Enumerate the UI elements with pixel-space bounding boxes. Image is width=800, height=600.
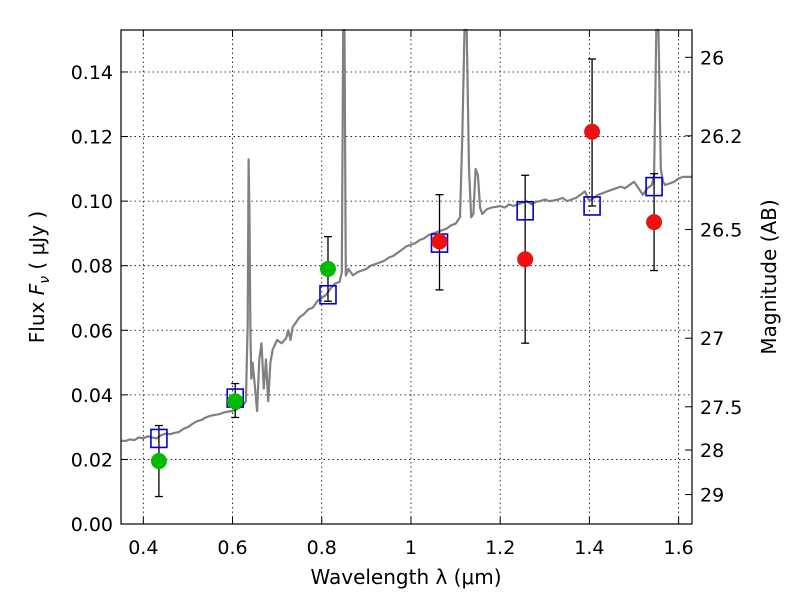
x-tick-label: 1.4 bbox=[574, 537, 604, 559]
y2-axis-label: Magnitude (AB) bbox=[757, 199, 781, 354]
x-tick-label: 0.6 bbox=[217, 537, 247, 559]
y-axis-label-prefix: Flux bbox=[25, 295, 49, 343]
tick-layer: 0.4 0.6 0.8 1 1.2 1.4 1.6 0.00 0.02 0.04 0.06 0.08 0… bbox=[71, 30, 742, 559]
y-tick-label: 0.10 bbox=[71, 191, 113, 213]
spectrum-layer bbox=[120, 28, 692, 443]
x-tick-label: 1.6 bbox=[664, 537, 694, 559]
y2-tick-label: 27.5 bbox=[700, 397, 742, 419]
observed-point bbox=[319, 260, 336, 277]
y2-tick-label: 26.5 bbox=[700, 220, 742, 242]
observed-point bbox=[227, 393, 244, 410]
model-photometry-square bbox=[583, 196, 601, 216]
y-axis-label-suffix: ( μJy ) bbox=[25, 211, 49, 276]
y-tick-label: 0.14 bbox=[71, 62, 113, 84]
y2-tick-label: 27 bbox=[700, 328, 724, 350]
y-tick-label: 0.04 bbox=[71, 385, 113, 407]
plot-frame bbox=[120, 29, 693, 525]
model-photometry-square bbox=[319, 284, 337, 305]
model-photometry-square bbox=[645, 176, 663, 197]
y-tick-label: 0.08 bbox=[71, 256, 113, 278]
x-tick-label: 0.8 bbox=[307, 537, 337, 559]
y-axis-label: Flux Fν ( μJy ) bbox=[25, 211, 53, 343]
x-tick-label: 1.2 bbox=[485, 537, 515, 559]
x-tick-label: 0.4 bbox=[128, 537, 158, 559]
observed-point bbox=[431, 233, 448, 250]
x-tick-label: 1 bbox=[405, 537, 417, 559]
y-tick-label: 0.00 bbox=[71, 514, 113, 536]
y2-tick-label: 28 bbox=[700, 440, 724, 462]
y-tick-label: 0.12 bbox=[71, 127, 113, 149]
observed-point bbox=[150, 453, 167, 470]
y2-tick-label: 26 bbox=[700, 47, 724, 69]
observed-point bbox=[646, 214, 663, 231]
errorbar-layer bbox=[154, 58, 659, 498]
model-photometry-square bbox=[516, 201, 534, 221]
y2-tick-label: 26.2 bbox=[700, 126, 742, 148]
y-tick-label: 0.02 bbox=[71, 449, 113, 471]
y-tick-label: 0.06 bbox=[71, 320, 113, 342]
y2-tick-label: 29 bbox=[700, 485, 724, 507]
marker-layer bbox=[150, 123, 663, 470]
grid bbox=[121, 30, 692, 524]
x-axis-label: Wavelength λ (μm) bbox=[310, 565, 501, 589]
y-axis-label-symbol: F bbox=[25, 283, 49, 295]
spectrum-line bbox=[120, 28, 692, 443]
observed-point bbox=[517, 251, 534, 268]
observed-point bbox=[584, 123, 601, 140]
model-photometry-square bbox=[150, 428, 168, 449]
y-axis-label-subscript: ν bbox=[37, 276, 53, 284]
